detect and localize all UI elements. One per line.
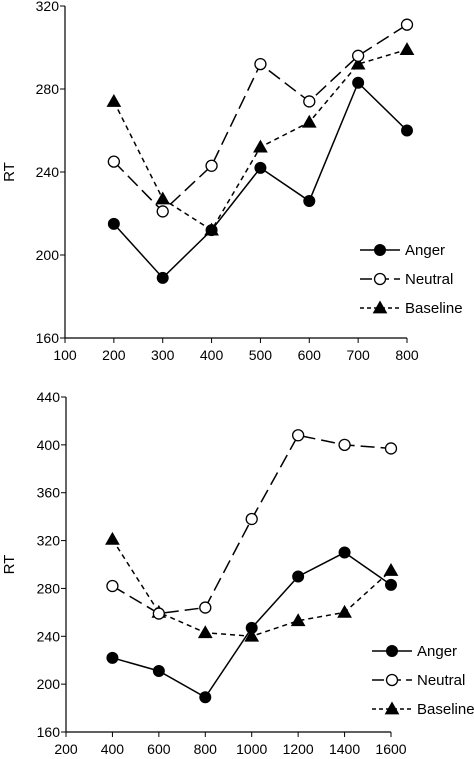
data-point-baseline: [197, 625, 213, 639]
x-tick-label: 700: [346, 347, 370, 363]
data-point-neutral: [156, 205, 169, 218]
data-point-baseline: [155, 191, 171, 205]
data-point-neutral: [107, 155, 121, 168]
data-point-neutral: [338, 438, 351, 452]
data-point-neutral: [106, 579, 119, 593]
y-tick-label: 400: [37, 437, 61, 453]
x-tick-label: 400: [200, 347, 224, 363]
y-tick-label: 320: [37, 533, 61, 549]
data-point-neutral: [384, 442, 398, 455]
y-tick-label: 280: [37, 580, 61, 596]
x-tick-label: 600: [298, 347, 322, 363]
legend-marker-baseline: [372, 300, 388, 314]
x-tick-label: 1200: [283, 741, 314, 757]
data-point-neutral: [245, 512, 258, 526]
y-tick-label: 280: [36, 81, 60, 97]
series-line-anger: [113, 81, 408, 279]
x-tick-label: 800: [395, 347, 419, 363]
legend-marker-baseline: [384, 701, 400, 715]
legend-label-anger: Anger: [405, 242, 445, 259]
x-tick-label: 400: [101, 741, 125, 757]
y-axis-label: RT: [1, 162, 18, 182]
y-tick-label: 320: [36, 0, 60, 14]
data-point-anger: [385, 578, 397, 591]
x-tick-label: 600: [147, 741, 171, 757]
data-point-neutral: [291, 429, 305, 442]
legend-label-baseline: Baseline: [417, 701, 474, 718]
x-tick-label: 100: [53, 347, 77, 363]
legend-marker-neutral: [373, 272, 387, 286]
y-axis-label: RT: [1, 555, 18, 575]
legend-label-baseline: Baseline: [405, 300, 463, 317]
data-point-anger: [107, 217, 120, 230]
data-point-neutral: [205, 159, 218, 172]
legend-marker-neutral: [385, 673, 399, 687]
data-point-anger: [245, 621, 258, 634]
data-point-baseline: [105, 531, 120, 545]
data-point-neutral: [400, 18, 414, 31]
data-point-baseline: [244, 628, 260, 642]
y-tick-label: 160: [36, 330, 60, 346]
data-point-neutral: [152, 607, 166, 620]
data-point-neutral: [199, 601, 212, 614]
data-point-baseline: [253, 139, 268, 153]
legend-label-anger: Anger: [417, 643, 457, 660]
legend-label-neutral: Neutral: [405, 271, 453, 288]
data-point-anger: [401, 124, 413, 137]
chart-top: 160 200 240 280 320 100 200 300 400 500 600 700 800 R…: [1, 0, 463, 363]
data-point-baseline: [383, 562, 399, 576]
y-tick-label: 200: [36, 247, 60, 263]
y-tick-label: 240: [37, 628, 61, 644]
data-point-baseline: [350, 56, 366, 70]
data-point-anger: [292, 570, 305, 583]
data-point-baseline: [337, 604, 352, 618]
data-point-anger: [156, 271, 169, 284]
x-tick-label: 800: [194, 741, 218, 757]
data-point-anger: [152, 664, 165, 677]
data-point-anger: [199, 691, 212, 704]
data-point-anger: [254, 161, 267, 174]
data-point-neutral: [303, 95, 316, 108]
y-tick-label: 440: [37, 389, 61, 405]
data-point-neutral: [254, 57, 267, 71]
data-point-baseline: [290, 613, 306, 627]
legend-label-neutral: Neutral: [417, 672, 465, 689]
data-point-anger: [303, 195, 316, 208]
x-tick-label: 1600: [375, 741, 406, 757]
x-tick-label: 1400: [329, 741, 360, 757]
data-point-neutral: [351, 49, 365, 62]
data-point-anger: [205, 224, 218, 237]
x-tick-label: 500: [249, 347, 273, 363]
x-tick-label: 200: [54, 741, 78, 757]
x-tick-label: 300: [151, 347, 175, 363]
data-point-anger: [338, 546, 351, 559]
data-point-baseline: [399, 42, 415, 55]
y-tick-label: 160: [37, 724, 61, 740]
data-point-baseline: [301, 114, 317, 128]
legend-marker-anger: [386, 645, 398, 657]
y-tick-label: 360: [37, 485, 61, 501]
data-point-baseline: [106, 93, 122, 107]
y-tick-label: 240: [36, 164, 60, 180]
x-tick-label: 200: [102, 347, 126, 363]
y-tick-label: 200: [37, 676, 61, 692]
data-point-anger: [106, 651, 119, 664]
data-point-anger: [352, 76, 365, 89]
legend-marker-anger: [374, 244, 386, 256]
x-tick-label: 1000: [236, 741, 267, 757]
